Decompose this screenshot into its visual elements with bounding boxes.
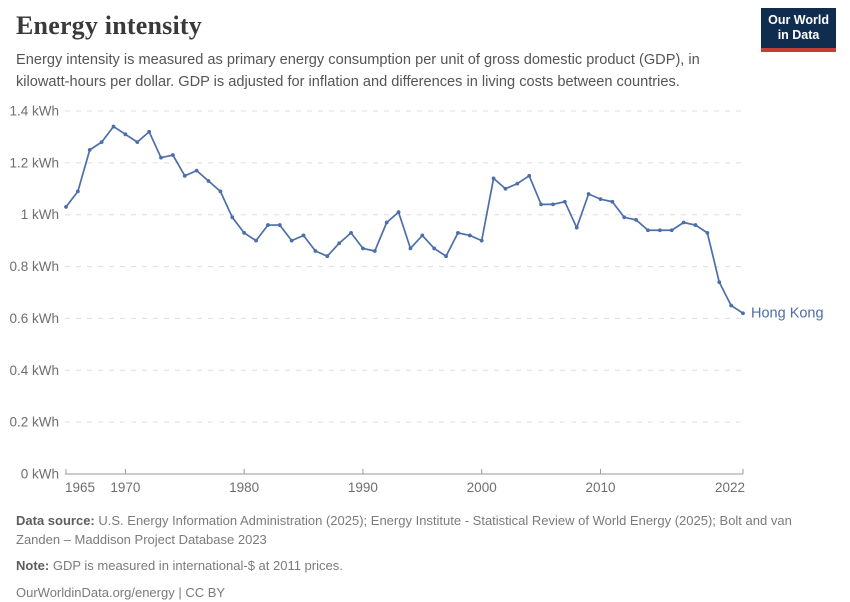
chart-subtitle: Energy intensity is measured as primary … [16,51,700,90]
data-point[interactable] [717,280,722,285]
data-point[interactable] [598,197,603,202]
x-axis-tick-label: 1990 [348,480,378,495]
data-point[interactable] [574,225,579,230]
data-point[interactable] [408,246,413,251]
data-source-text: U.S. Energy Information Administration (… [16,513,792,548]
x-axis-tick-label: 1970 [110,480,140,495]
data-point[interactable] [693,223,698,227]
data-point[interactable] [206,179,211,183]
header: Energy intensity Energy intensity is mea… [16,11,754,94]
data-point[interactable] [289,238,294,243]
data-point[interactable] [277,223,282,227]
data-source-line: Data source: U.S. Energy Information Adm… [16,511,811,549]
y-axis-tick-label: 0 kWh [21,467,59,482]
y-axis-tick-label: 0.4 kWh [9,363,59,378]
data-point[interactable] [741,311,745,316]
data-point[interactable] [456,230,460,235]
data-point[interactable] [218,189,223,194]
data-point[interactable] [75,189,80,194]
data-point[interactable] [384,220,389,225]
data-point[interactable] [586,192,591,196]
data-point[interactable] [159,155,163,160]
data-point[interactable] [622,215,627,220]
x-axis-tick-label: 2022 [715,480,745,495]
note-text: GDP is measured in international-$ at 20… [52,558,343,574]
data-point[interactable] [420,233,425,238]
data-point[interactable] [539,202,543,207]
x-axis-tick-label: 1965 [65,480,95,495]
data-point[interactable] [503,186,508,191]
data-point[interactable] [194,168,199,173]
owid-logo-line1: Our World [768,13,829,27]
x-axis-tick-label: 2010 [585,480,615,495]
y-axis-tick-label: 0.8 kWh [9,259,59,274]
data-point[interactable] [361,246,365,251]
data-point[interactable] [170,153,175,157]
x-axis-tick-label: 1980 [229,480,259,495]
data-point[interactable] [337,241,342,246]
data-point[interactable] [111,124,116,129]
data-point[interactable] [551,202,555,207]
y-axis-tick-label: 0.2 kWh [9,415,59,430]
data-point[interactable] [479,238,484,243]
data-point[interactable] [729,303,734,308]
data-point[interactable] [432,246,437,251]
data-point[interactable] [669,228,674,233]
data-point[interactable] [681,220,686,225]
data-point[interactable] [349,230,353,235]
data-point[interactable] [123,132,128,137]
data-point[interactable] [646,228,650,233]
series-label[interactable]: Hong Kong [751,306,824,322]
data-point[interactable] [313,249,318,253]
y-axis-tick-label: 1.4 kWh [9,104,59,119]
owid-logo[interactable]: Our World in Data [761,8,836,52]
data-point[interactable] [325,254,330,259]
x-axis-tick-label: 2000 [467,480,497,495]
y-axis-tick-label: 1 kWh [21,207,59,222]
data-point[interactable] [491,176,496,181]
data-point[interactable] [230,215,235,220]
data-point[interactable] [657,228,662,233]
data-point[interactable] [254,238,258,243]
data-point[interactable] [135,140,140,145]
data-point[interactable] [610,199,615,204]
y-axis-tick-label: 0.6 kWh [9,311,59,326]
data-point[interactable] [64,205,68,209]
series-line[interactable] [65,125,744,315]
data-point[interactable] [372,249,377,253]
data-point[interactable] [527,173,532,178]
note-label: Note: [16,558,50,574]
data-point[interactable] [705,230,710,235]
data-point[interactable] [147,129,152,134]
data-point[interactable] [467,233,472,238]
data-point[interactable] [515,181,520,186]
data-point[interactable] [242,230,247,235]
data-point[interactable] [87,147,92,152]
data-point[interactable] [444,254,448,259]
data-point[interactable] [182,173,187,178]
data-point[interactable] [396,210,401,215]
footer: Data source: U.S. Energy Information Adm… [16,511,834,602]
data-point[interactable] [562,199,567,204]
owid-logo-line2: in Data [777,28,820,43]
data-point[interactable] [301,233,306,238]
note-line: Note: GDP is measured in international-$… [16,556,834,575]
data-point[interactable] [266,223,270,227]
citation-link[interactable]: OurWorldinData.org/energy | CC BY [16,584,226,600]
data-point[interactable] [99,140,104,145]
data-source-label: Data source: [16,513,95,528]
y-axis-tick-label: 1.2 kWh [9,155,59,170]
data-point[interactable] [634,218,639,222]
page-title: Energy intensity [16,11,202,40]
